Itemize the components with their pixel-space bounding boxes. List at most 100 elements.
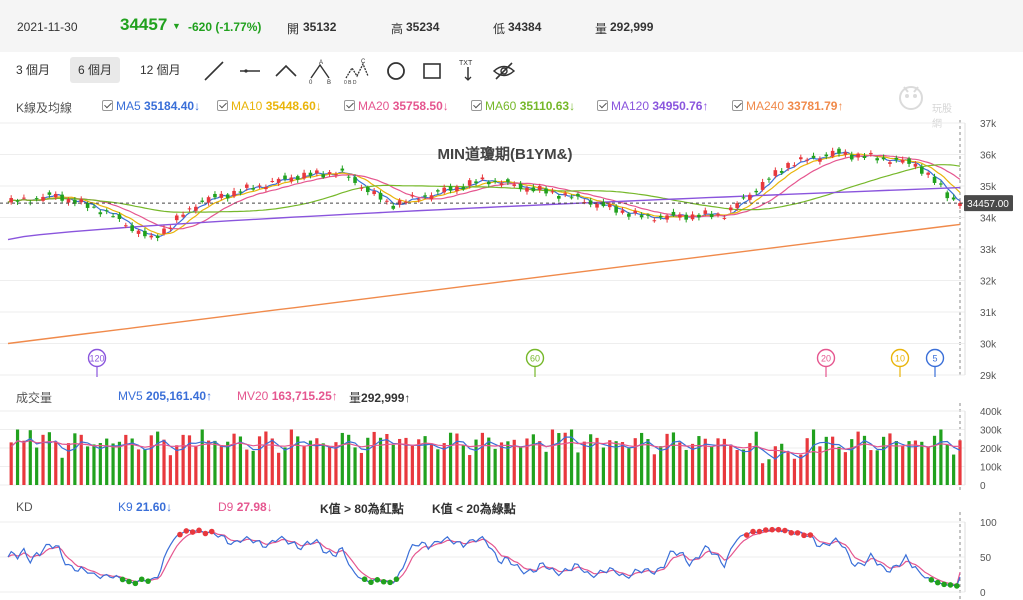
legend-ma20[interactable]: MA20 35758.50↓ <box>344 99 449 113</box>
candle-body <box>811 155 816 158</box>
line-tool-icon[interactable] <box>201 58 227 84</box>
y-tick-label: 35k <box>980 182 997 193</box>
volume-bar <box>843 452 847 485</box>
k-overbought-dot <box>743 532 750 538</box>
volume-bar <box>461 445 465 485</box>
volume-bar <box>850 439 854 485</box>
abc-pattern-tool-icon[interactable]: A 0 B <box>308 58 334 84</box>
volume-bar <box>60 457 64 485</box>
ma20-line <box>7 154 961 230</box>
volume-bar <box>538 441 542 485</box>
legend-ma240[interactable]: MA240 33781.79↑ <box>732 99 843 113</box>
horizontal-line-tool-icon[interactable] <box>237 58 263 84</box>
candle-body <box>206 197 211 203</box>
volume-bar <box>417 439 421 485</box>
text-tool-icon[interactable]: TXT <box>455 58 481 84</box>
volume-bar <box>563 432 567 485</box>
candle-body <box>907 158 911 164</box>
candle-body <box>728 207 733 211</box>
wedge-tool-icon[interactable] <box>273 58 299 84</box>
volume-bar <box>875 450 879 485</box>
ma-marker-label: 5 <box>932 354 937 364</box>
candle-body <box>104 210 109 212</box>
candle-body <box>98 212 103 215</box>
hide-eye-icon[interactable] <box>491 58 517 84</box>
volume-bar <box>939 429 943 485</box>
candle-body <box>767 178 771 180</box>
volume-bar <box>569 429 574 485</box>
candle-body <box>525 187 529 192</box>
checkbox-icon[interactable] <box>597 100 608 111</box>
volume-bar <box>283 447 287 485</box>
candle-body <box>537 185 542 190</box>
legend-ma5[interactable]: MA5 35184.40↓ <box>102 99 200 113</box>
k-overbought-dot <box>794 530 801 536</box>
candle-body <box>340 168 345 171</box>
checkbox-icon[interactable] <box>217 100 228 111</box>
candle-body <box>614 206 618 213</box>
candle-body <box>722 217 727 219</box>
candle-body <box>143 230 147 237</box>
candle-body <box>92 206 96 208</box>
chart-toolbar: 3 個月 6 個月 12 個月 A 0 B C 0 B D TXT <box>0 55 1023 85</box>
candle-body <box>270 180 275 182</box>
candle-body <box>474 181 478 184</box>
volume-bar <box>270 438 274 485</box>
rectangle-tool-icon[interactable] <box>419 58 445 84</box>
candle-body <box>168 227 173 229</box>
checkbox-icon[interactable] <box>344 100 355 111</box>
legend-ma60[interactable]: MA60 35110.63↓ <box>471 99 575 113</box>
candle-body <box>79 199 84 203</box>
candle-body <box>620 210 625 213</box>
y-tick-label: 400k <box>980 407 1003 418</box>
candle-body <box>365 187 370 193</box>
k-oversold-dot <box>126 578 132 585</box>
candle-body <box>569 197 574 199</box>
legend-ma120[interactable]: MA120 34950.76↑ <box>597 99 708 113</box>
circle-tool-icon[interactable] <box>383 58 409 84</box>
legend-ma10[interactable]: MA10 35448.60↓ <box>217 99 322 113</box>
ma-marker <box>525 348 545 368</box>
abcd-pattern-tool-icon[interactable]: C 0 B D <box>344 58 370 84</box>
period-3m-button[interactable]: 3 個月 <box>16 63 51 77</box>
checkbox-icon[interactable] <box>732 100 743 111</box>
volume-bar <box>378 437 383 485</box>
y-tick-label: 0 <box>980 481 986 492</box>
kd-chart[interactable]: 100 50 0 <box>0 512 1023 600</box>
candle-body <box>709 213 714 218</box>
checkbox-icon[interactable] <box>471 100 482 111</box>
ma-marker <box>87 348 107 368</box>
volume-bar <box>162 439 166 485</box>
quote-change: -620 (-1.77%) <box>188 20 262 34</box>
candle-body <box>748 194 752 200</box>
volume-bar <box>54 441 58 485</box>
volume-bar <box>47 432 51 485</box>
candlestick-chart[interactable]: 120 60 20 10 5 MIN道瓊期(B1YM&) 37k 36k 35k 34k 33k… <box>0 115 1023 380</box>
legend-mv5: MV5 205,161.40↑ <box>118 389 213 403</box>
candle-body <box>601 201 606 207</box>
volume-bar <box>716 438 720 485</box>
k-oversold-dot <box>368 579 374 586</box>
volume-bar <box>391 444 395 485</box>
svg-text:0 B D: 0 B D <box>344 80 357 84</box>
candle-body <box>493 180 497 182</box>
candle-body <box>818 158 822 162</box>
k-overbought-dot <box>183 528 190 534</box>
volume-bar <box>678 442 682 485</box>
volume-bar <box>550 429 555 485</box>
volume-bar <box>35 447 39 485</box>
candle-body <box>690 214 695 220</box>
ma5-line <box>7 151 961 238</box>
volume-chart[interactable]: 400k 300k 200k 100k 0 <box>0 403 1023 493</box>
period-12m-button[interactable]: 12 個月 <box>140 63 181 77</box>
candle-body <box>849 154 854 160</box>
y-tick-label: 32k <box>980 277 997 288</box>
checkbox-icon[interactable] <box>102 100 113 111</box>
candle-body <box>557 196 561 199</box>
volume-bar <box>111 443 115 485</box>
open-value: 35132 <box>303 20 337 34</box>
last-price-label: 34457.00 <box>967 199 1009 210</box>
k-overbought-dot <box>189 529 196 535</box>
period-6m-button[interactable]: 6 個月 <box>70 57 121 83</box>
volume-bar <box>710 446 714 485</box>
